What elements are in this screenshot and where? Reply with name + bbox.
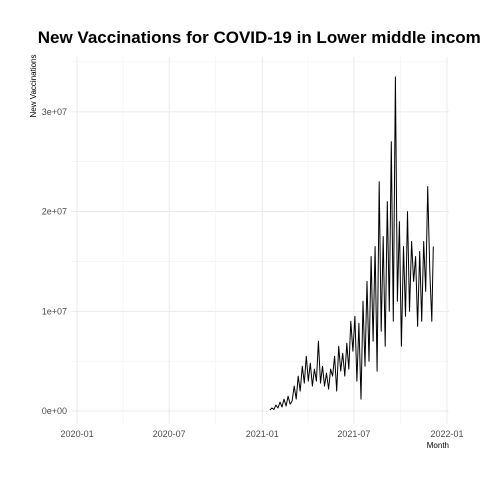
x-tick-label: 2020-07 — [153, 429, 186, 439]
x-tick-label: 2020-01 — [61, 429, 94, 439]
x-axis-ticks: 2020-01 2020-07 2021-01 2021-07 2022-01 — [61, 429, 464, 439]
x-tick-label: 2021-01 — [246, 429, 279, 439]
y-axis-label: New Vaccinations — [29, 55, 38, 118]
x-tick-label: 2021-07 — [337, 429, 370, 439]
y-axis-ticks: 0e+00 1e+07 2e+07 3e+07 — [42, 107, 67, 416]
y-tick-label: 1e+07 — [42, 306, 67, 316]
series-line — [269, 76, 434, 411]
y-tick-label: 3e+07 — [42, 107, 67, 117]
y-tick-label: 2e+07 — [42, 207, 67, 217]
x-axis-label: Month — [427, 441, 449, 450]
grid — [71, 57, 449, 424]
y-tick-label: 0e+00 — [42, 406, 67, 416]
x-tick-label: 2022-01 — [430, 429, 463, 439]
chart-title: New Vaccinations for COVID-19 in Lower m… — [38, 28, 480, 47]
